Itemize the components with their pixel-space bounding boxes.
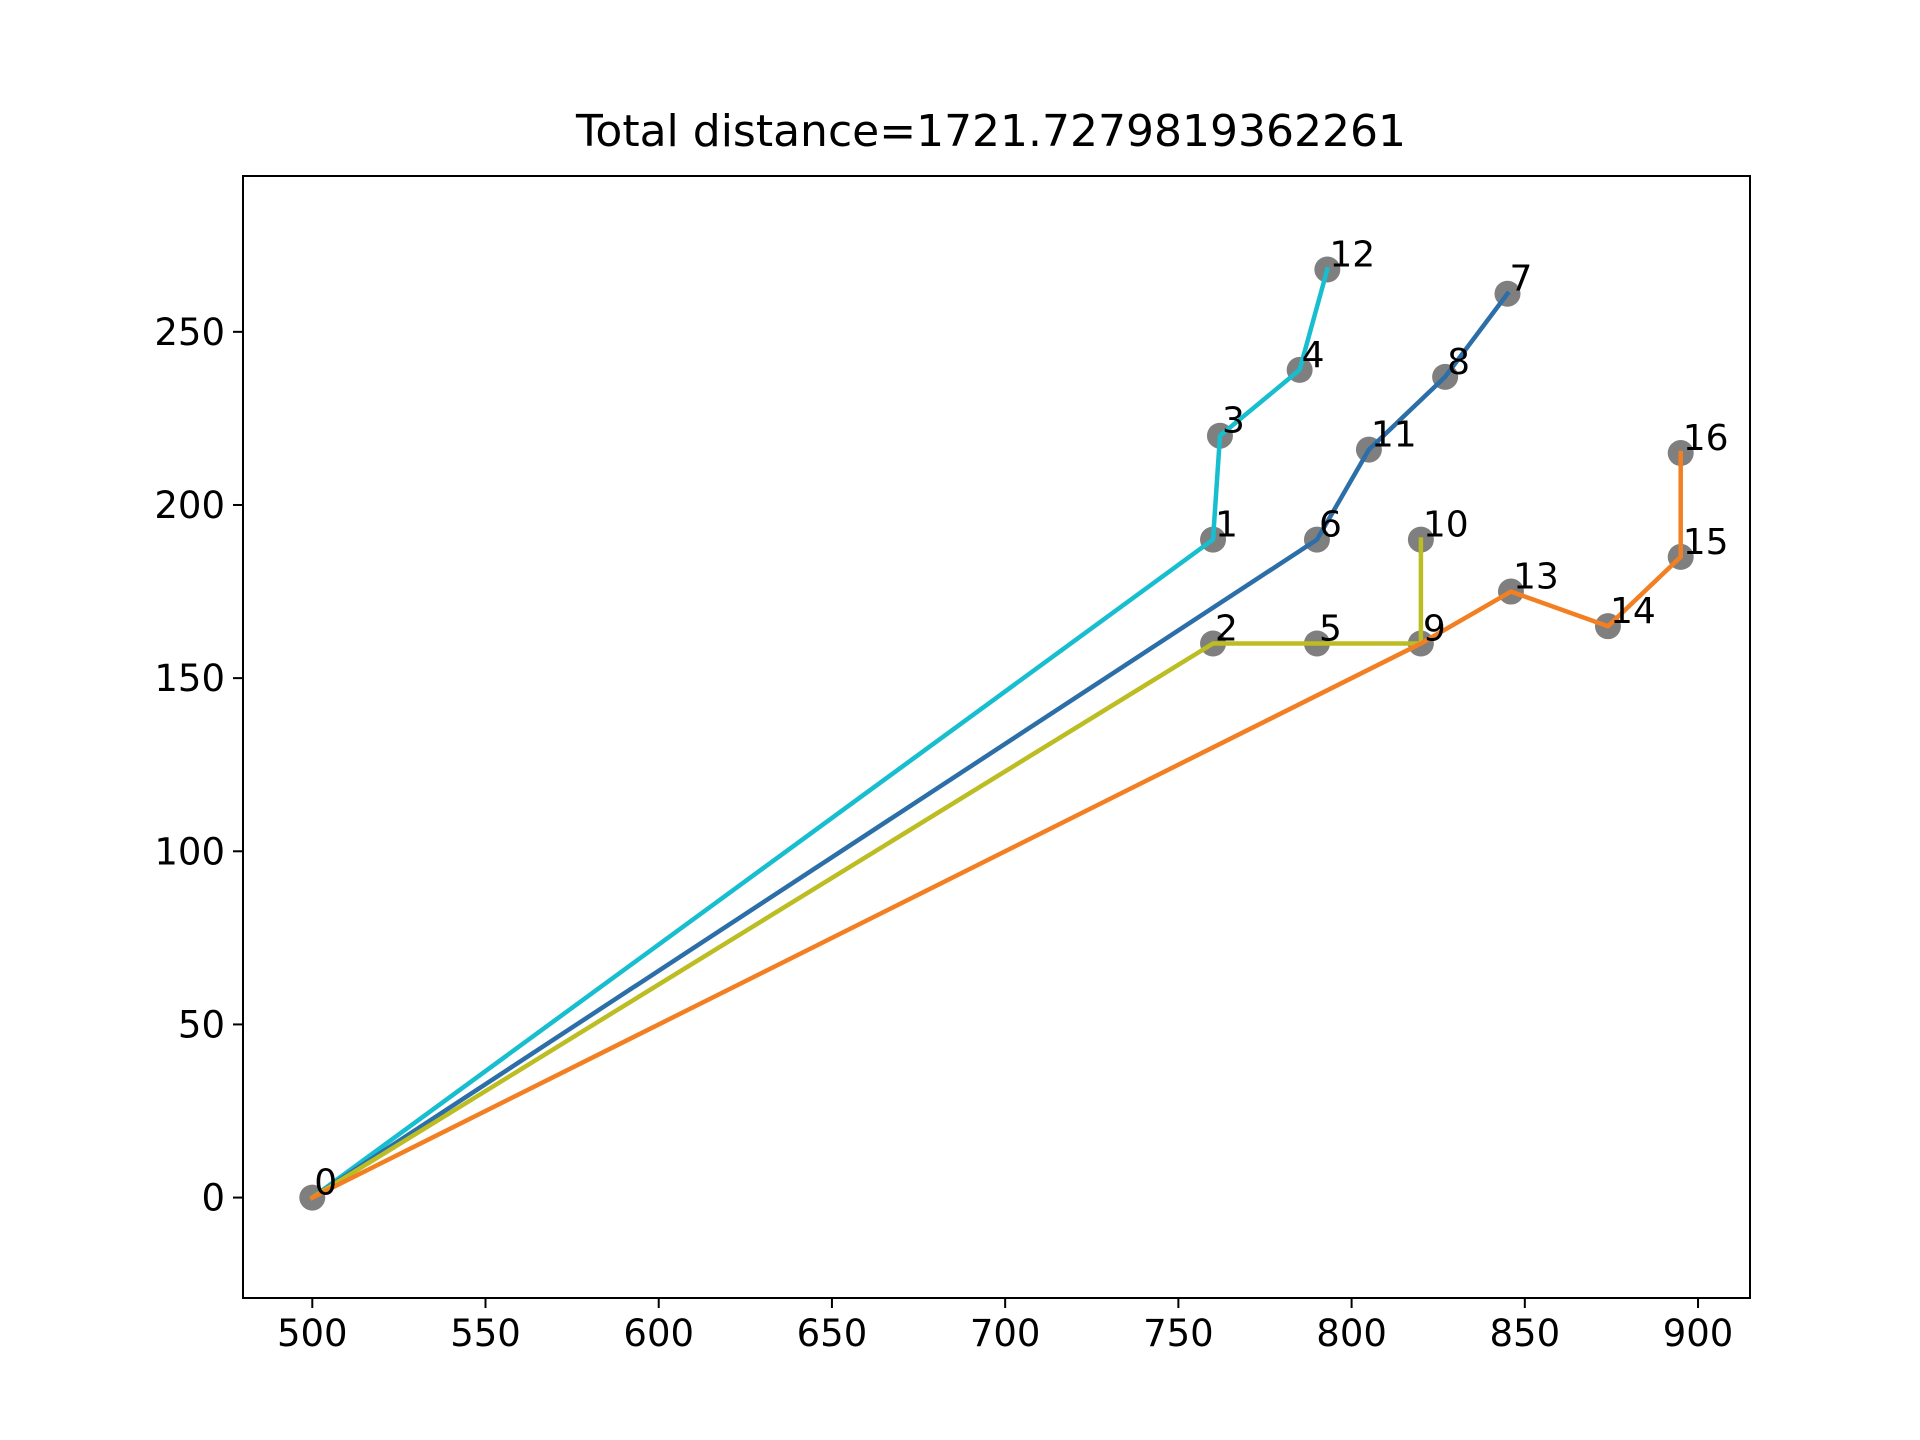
x-tick-label: 650 [797,1312,868,1355]
y-tick-label: 50 [178,1003,225,1046]
point-label-15: 15 [1683,522,1729,563]
point-label-16: 16 [1683,418,1729,459]
point-label-8: 8 [1447,342,1470,383]
routes-layer [309,266,1683,1201]
route-line-2 [309,290,1511,1201]
x-tick-label: 500 [277,1312,348,1355]
point-label-7: 7 [1509,259,1532,300]
x-tick-label: 900 [1663,1312,1734,1355]
y-tick-label: 100 [154,830,225,873]
x-tick-label: 800 [1316,1312,1387,1355]
y-axis: 0 50 100 150 200 250 [154,311,243,1220]
x-tick-label: 750 [1143,1312,1214,1355]
x-tick-label: 600 [623,1312,694,1355]
plot-frame [242,175,1751,1299]
point-label-9: 9 [1423,609,1446,650]
chart-title: Total distance=1721.7279819362261 [575,106,1406,157]
route-line-4 [309,450,1683,1201]
x-axis: 500 550 600 650 700 750 800 850 900 [277,1298,1733,1355]
point-label-13: 13 [1513,557,1559,598]
point-label-11: 11 [1371,415,1417,456]
point-label-3: 3 [1222,401,1245,442]
y-tick-label: 200 [154,484,225,527]
point-label-2: 2 [1215,609,1238,650]
y-tick-label: 150 [154,657,225,700]
x-tick-label: 850 [1490,1312,1561,1355]
point-label-10: 10 [1423,505,1469,546]
y-tick-label: 250 [154,311,225,354]
x-tick-label: 700 [970,1312,1041,1355]
y-tick-label: 0 [201,1177,225,1220]
point-label-0: 0 [314,1163,337,1204]
point-label-1: 1 [1215,505,1238,546]
point-label-14: 14 [1610,591,1656,632]
route-line-3 [309,537,1424,1201]
route-line-1 [309,266,1331,1201]
x-tick-label: 550 [450,1312,521,1355]
point-label-6: 6 [1319,505,1342,546]
point-label-12: 12 [1329,235,1375,276]
point-label-4: 4 [1302,335,1325,376]
point-label-5: 5 [1319,609,1342,650]
